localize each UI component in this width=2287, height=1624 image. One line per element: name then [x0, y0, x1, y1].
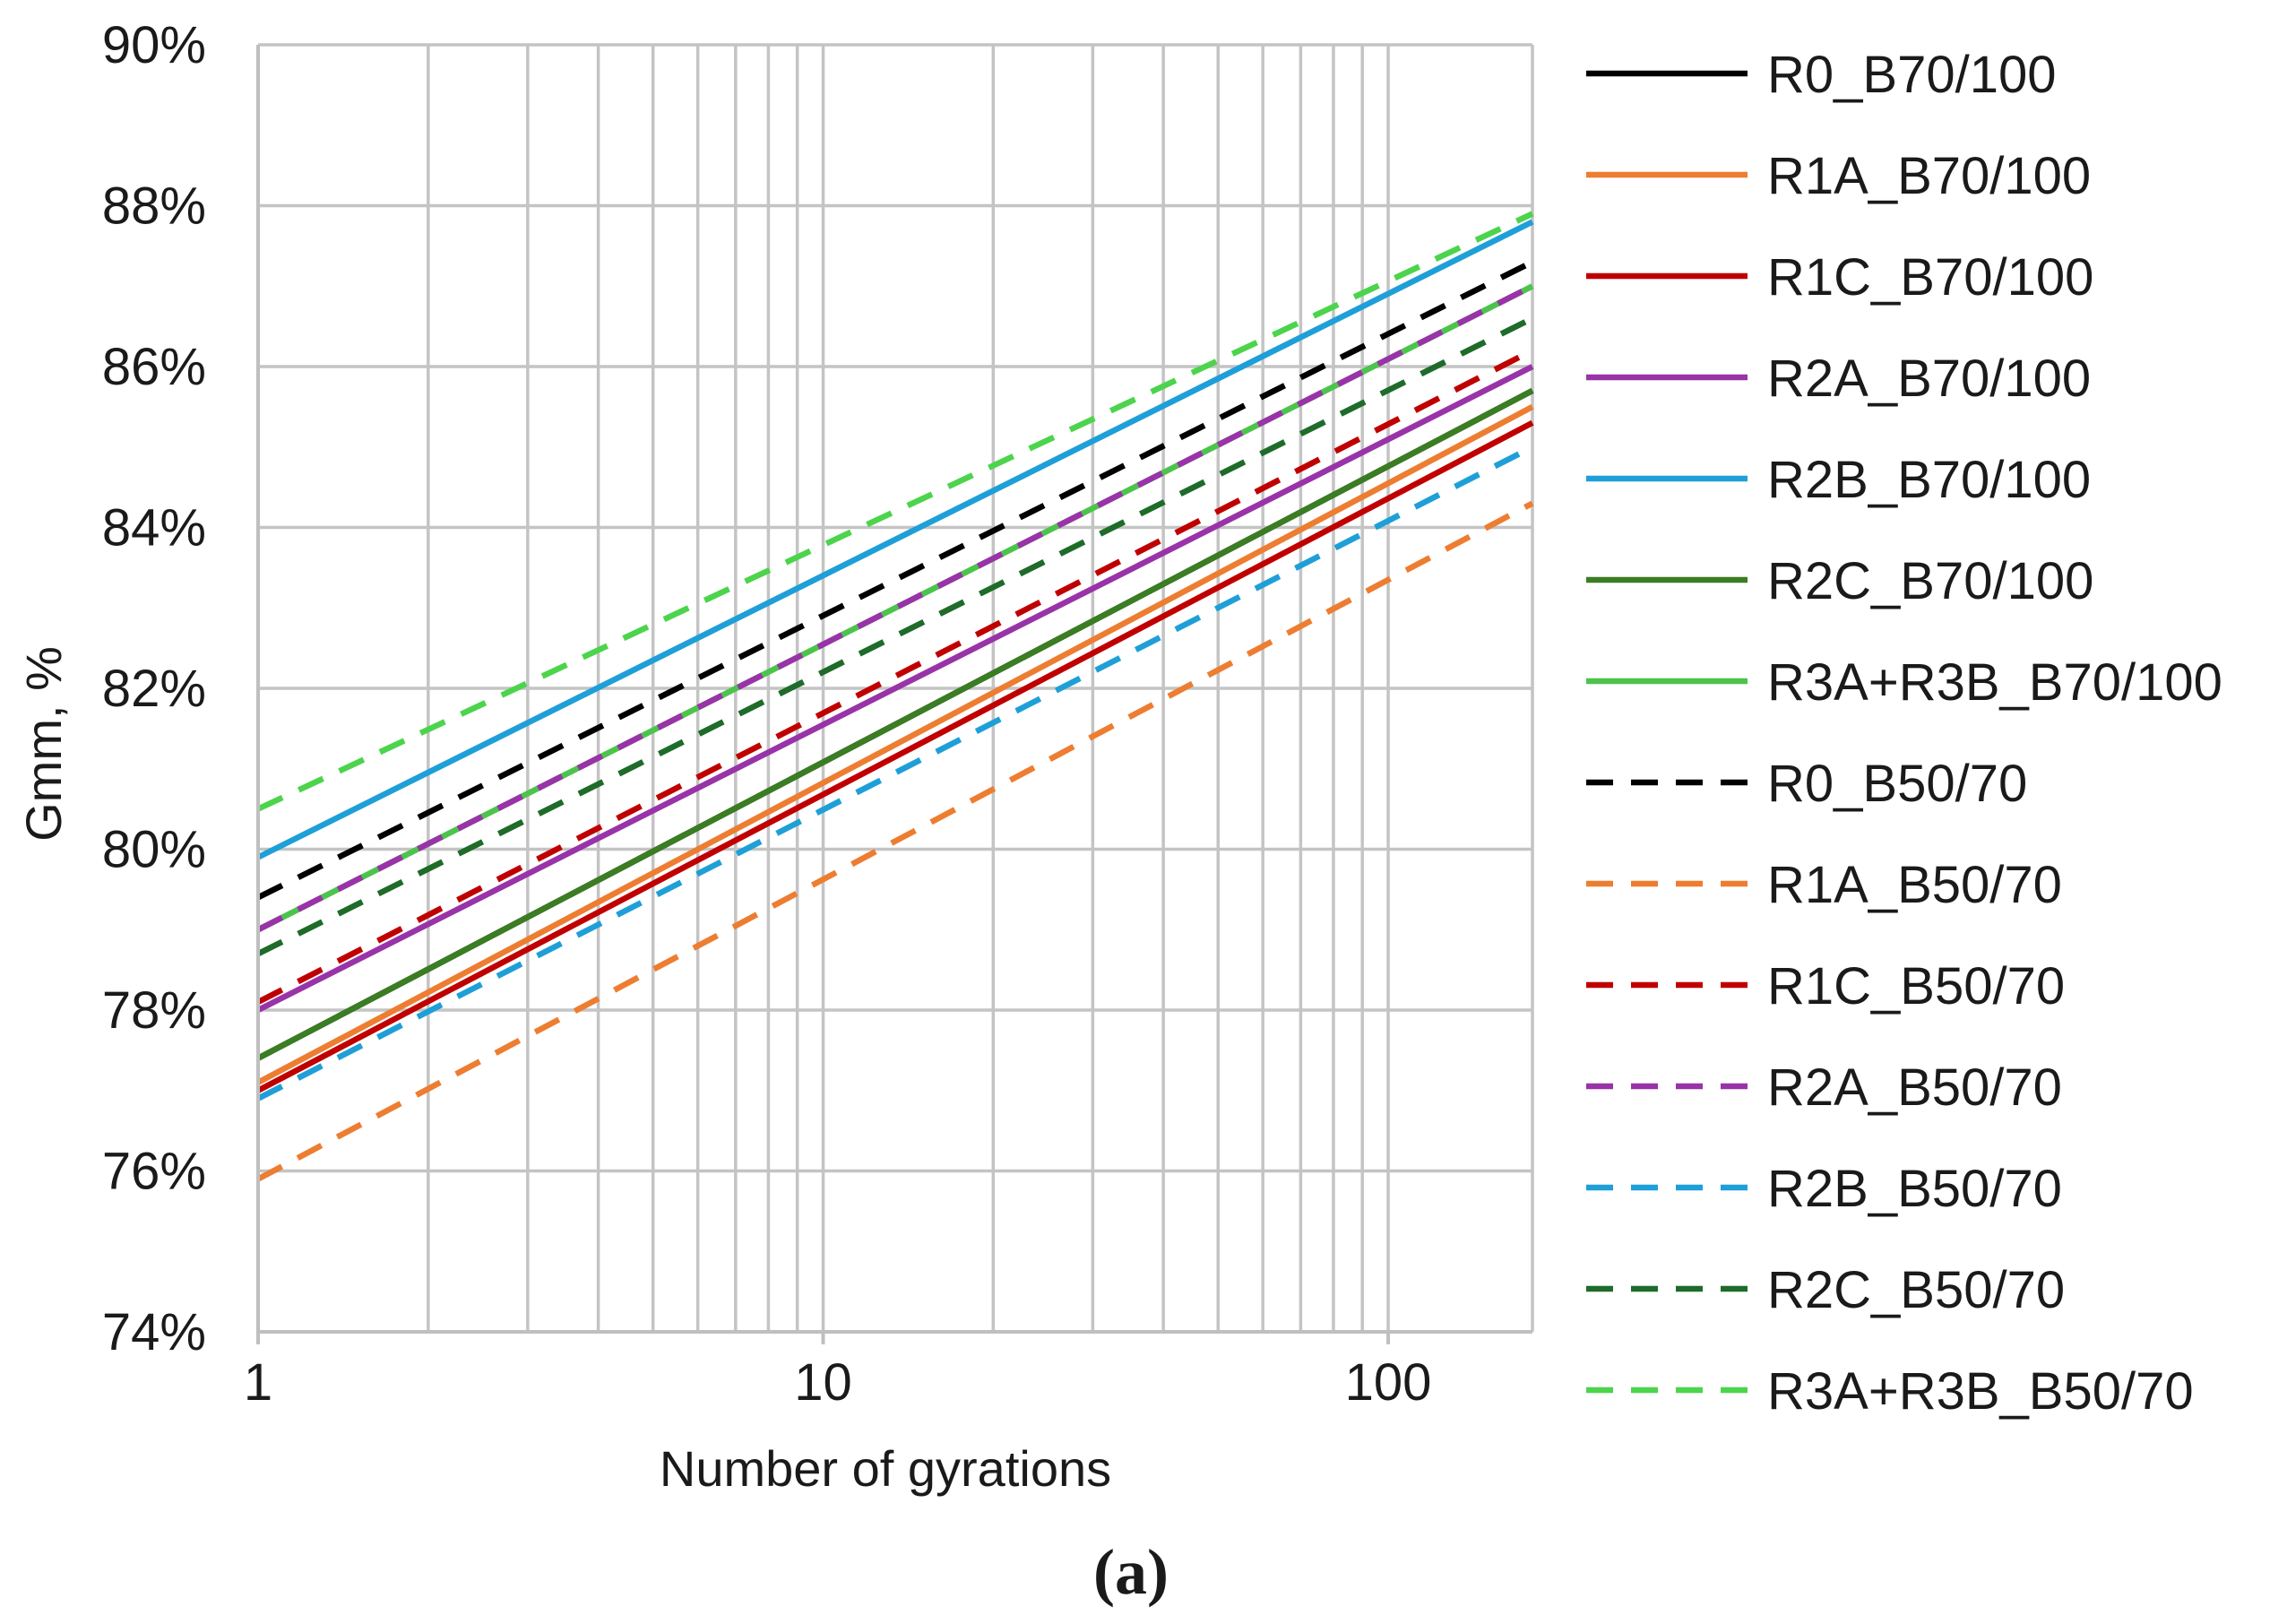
y-tick-label: 78% [102, 981, 206, 1040]
x-tick-label: 10 [794, 1353, 852, 1412]
series-line-r1c-b50-70 [256, 348, 1534, 1005]
x-tick-label: 1 [244, 1353, 272, 1412]
series-line-r2a-b50-70 [256, 283, 1534, 933]
y-tick-label: 84% [102, 499, 206, 557]
legend-label: R2C_B70/100 [1767, 552, 2093, 610]
grid [258, 43, 1534, 1334]
legend-label: R2C_B50/70 [1767, 1261, 2065, 1319]
series-lines [256, 211, 1534, 1182]
y-tick-label: 90% [102, 16, 206, 74]
legend-label: R2A_B50/70 [1767, 1058, 2062, 1117]
y-axis-title: Gmm, % [15, 646, 72, 842]
series-line-r2c-b50-70 [256, 315, 1534, 957]
series-line-r3a-r3b-b50-70 [256, 211, 1534, 812]
legend-label: R1C_B50/70 [1767, 957, 2065, 1015]
series-line-r2b-b50-70 [256, 444, 1534, 1101]
legend-label: R1C_B70/100 [1767, 248, 2093, 307]
legend-label: R1A_B70/100 [1767, 147, 2091, 205]
legend-label: R1A_B50/70 [1767, 856, 2062, 914]
y-tick-label: 80% [102, 821, 206, 879]
x-tick-label: 100 [1345, 1353, 1432, 1412]
legend-label: R0_B70/100 [1767, 46, 2056, 104]
legend-label: R3A+R3B_B70/100 [1767, 653, 2222, 712]
series-line-r2a-b70-100 [256, 364, 1534, 1013]
y-tick-label: 86% [102, 338, 206, 396]
figure-caption: (a) [1093, 1536, 1169, 1608]
series-line-r2b-b70-100 [256, 219, 1534, 860]
x-axis-title: Number of gyrations [660, 1440, 1111, 1497]
legend-label: R2B_B70/100 [1767, 451, 2091, 509]
legend-label: R0_B50/70 [1767, 755, 2027, 813]
series-line-r1a-b70-100 [256, 404, 1534, 1085]
legend-label: R2A_B70/100 [1767, 350, 2091, 408]
series-line-r2c-b70-100 [256, 388, 1534, 1061]
legend: R0_B70/100 R1A_B70/100 R1C_B70/100 R2A_B70/… [1586, 46, 2222, 1421]
series-line-r0-b50-70 [256, 259, 1534, 901]
y-tick-label: 76% [102, 1143, 206, 1201]
series-line-r1c-b70-100 [256, 419, 1534, 1093]
series-line-r1a-b50-70 [256, 500, 1534, 1182]
y-tick-label: 88% [102, 177, 206, 236]
y-tick-label: 74% [102, 1303, 206, 1361]
y-tick-label: 82% [102, 660, 206, 718]
legend-label: R3A+R3B_B50/70 [1767, 1362, 2194, 1421]
legend-label: R2B_B50/70 [1767, 1160, 2062, 1218]
axes: 74% 76% 78% 80% 82% 84% 86% 88% 90% 1 10 100 [102, 16, 1532, 1412]
